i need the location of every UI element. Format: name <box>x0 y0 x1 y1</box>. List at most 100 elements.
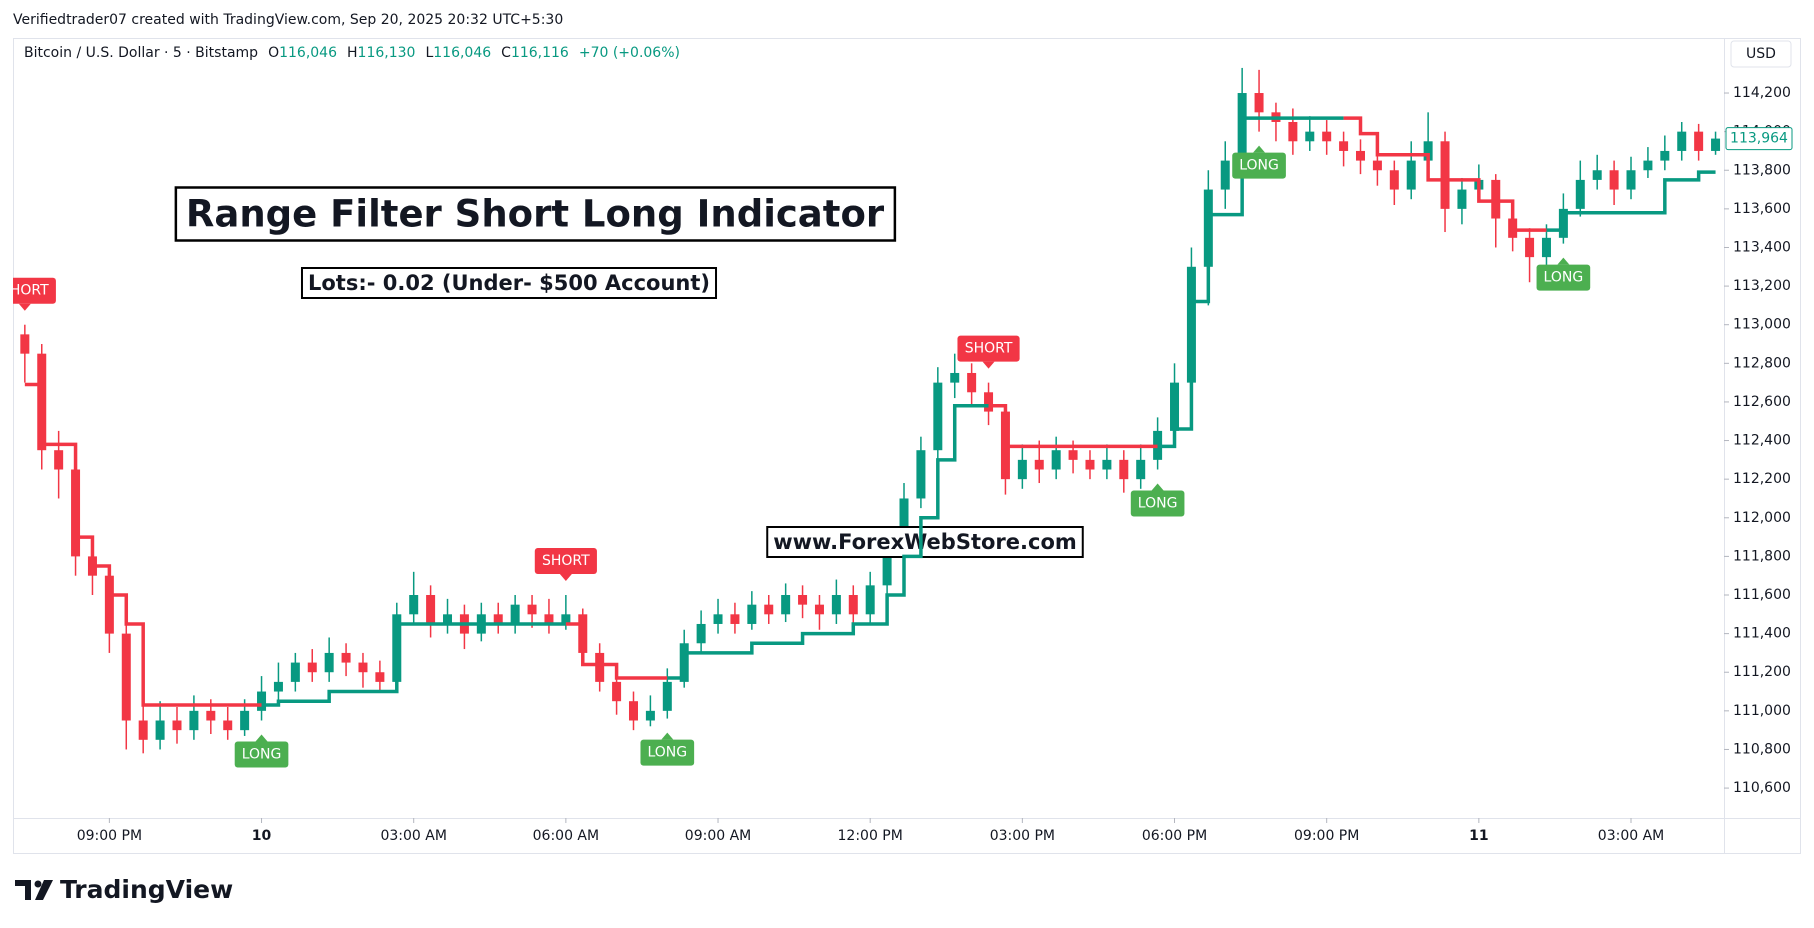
candle-body <box>1643 160 1653 171</box>
candle-body <box>375 672 385 682</box>
candle-body <box>848 595 858 615</box>
x-tick-label: 09:00 PM <box>1294 828 1359 844</box>
signal-pointer <box>255 734 268 742</box>
x-tick-label: 10 <box>252 828 272 844</box>
y-tick-label: 113,000 <box>1733 317 1791 333</box>
x-tick-label: 06:00 AM <box>533 828 599 844</box>
candle-body <box>1170 382 1180 431</box>
candle-body <box>426 595 436 624</box>
signal-box <box>1536 264 1591 291</box>
signal-box <box>957 335 1020 362</box>
candle-body <box>612 681 622 702</box>
candle-body <box>138 720 148 740</box>
candle-body <box>814 604 824 615</box>
last-price-label: 113,964 <box>1730 131 1788 147</box>
y-tick-label: 113,600 <box>1733 201 1791 217</box>
candle-body <box>984 392 994 412</box>
candle-body <box>1389 170 1399 190</box>
y-tick-label: 111,200 <box>1733 664 1791 680</box>
candle-body <box>747 604 757 624</box>
y-tick-label: 111,800 <box>1733 548 1791 564</box>
candle-body <box>561 614 571 624</box>
symbol-legend: Bitcoin / U.S. Dollar · 5 · Bitstamp O116… <box>24 45 680 61</box>
x-tick-label: 09:00 AM <box>685 828 751 844</box>
annotation: Range Filter Short Long Indicator <box>186 193 885 236</box>
annotation: Lots:- 0.02 (Under- $500 Account) <box>308 271 710 295</box>
candle-body <box>882 546 892 586</box>
signal-pointer <box>982 361 995 369</box>
candle-body <box>1626 170 1636 190</box>
candle-body <box>155 720 165 740</box>
signal-label: LONG <box>1239 158 1279 174</box>
signal-pointer <box>18 303 31 311</box>
tradingview-logo <box>15 880 53 900</box>
x-tick-label: 03:00 AM <box>380 828 446 844</box>
range-filter <box>988 404 1158 449</box>
range-filter <box>24 382 262 707</box>
logo-dot <box>34 880 42 888</box>
candle-body <box>1660 150 1670 161</box>
currency-box[interactable] <box>1730 40 1792 68</box>
signal: LONG <box>1130 483 1185 517</box>
chart-frame <box>13 38 1801 854</box>
candle-body <box>1339 141 1349 151</box>
signal-label: SHORT <box>1 283 49 299</box>
range-filter <box>667 404 989 680</box>
candle-body <box>20 334 30 354</box>
x-tick-label: 03:00 PM <box>990 828 1055 844</box>
candle-body <box>1711 138 1721 151</box>
candle-body <box>764 604 774 615</box>
y-tick-label: 110,800 <box>1733 741 1791 757</box>
signal-label: LONG <box>242 747 282 763</box>
candle-body <box>493 614 503 624</box>
candle-body <box>1136 459 1146 480</box>
y-tick-label: 113,800 <box>1733 162 1791 178</box>
candle-body <box>290 662 300 682</box>
candle-body <box>240 710 250 731</box>
y-tick-label: 112,000 <box>1733 510 1791 526</box>
legend-key: L <box>425 45 433 61</box>
candle-body <box>628 701 638 721</box>
attribution: Verifiedtrader07 created with TradingVie… <box>13 12 563 28</box>
candle-body <box>798 595 808 605</box>
candle-body <box>544 614 554 624</box>
range-filter <box>261 622 566 707</box>
candle-body <box>933 382 943 451</box>
signal-label: LONG <box>1138 496 1178 512</box>
logo-mark <box>35 880 53 900</box>
candle-body <box>1068 450 1078 460</box>
candle-body <box>662 681 672 711</box>
candle-body <box>1525 237 1535 258</box>
signal-pointer <box>1151 483 1164 491</box>
legend-change: +70 (+0.06%) <box>579 45 680 61</box>
y-tick-label: 112,200 <box>1733 471 1791 487</box>
signal: SHORT <box>534 548 597 582</box>
candle-body <box>443 614 453 624</box>
candle-body <box>1694 131 1704 151</box>
y-tick-label: 114,200 <box>1733 85 1791 101</box>
candle-body <box>1372 160 1382 171</box>
y-tick-label: 113,200 <box>1733 278 1791 294</box>
y-tick-label: 110,600 <box>1733 780 1791 796</box>
signal-box <box>640 739 695 766</box>
candle-body <box>341 652 351 663</box>
candle-body <box>1034 459 1044 470</box>
candle-body <box>916 450 926 499</box>
candle-body <box>865 585 875 615</box>
candle-body <box>1322 131 1332 142</box>
candle-body <box>1677 131 1687 151</box>
candle-body <box>409 595 419 615</box>
candle-body <box>1575 179 1585 209</box>
candle-body <box>1254 93 1264 113</box>
candle-body <box>1457 189 1467 209</box>
legend-key: O <box>268 45 279 61</box>
candle-body <box>527 604 537 615</box>
candle-body <box>104 575 114 634</box>
candle-body <box>1440 141 1450 209</box>
candle-body <box>713 614 723 624</box>
x-tick-label: 11 <box>1469 828 1488 844</box>
logo-mark <box>15 880 31 900</box>
signal-box <box>1232 152 1286 179</box>
y-tick-label: 112,800 <box>1733 355 1791 371</box>
